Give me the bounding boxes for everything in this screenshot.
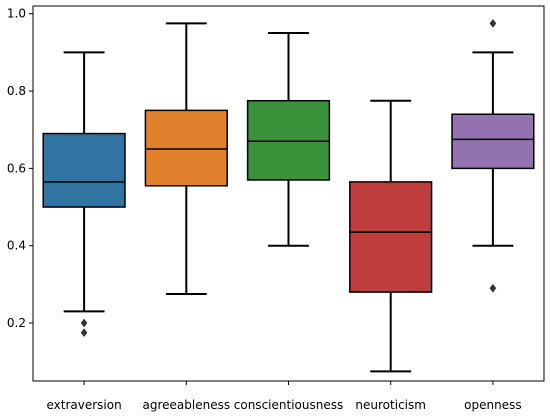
- boxes-layer: [42, 18, 535, 373]
- box-group-conscientiousness: [246, 32, 331, 247]
- box-group-openness: [451, 18, 535, 293]
- x-tick-label-extraversion: extraversion: [46, 398, 121, 412]
- outlier-extraversion-1: [80, 328, 88, 338]
- outlier-extraversion-0: [80, 318, 88, 328]
- box-group-agreeableness: [144, 22, 228, 296]
- y-tick-label-1: 0.4: [7, 239, 26, 253]
- box-group-neuroticism: [349, 99, 433, 373]
- y-tick-label-2: 0.6: [7, 161, 26, 175]
- y-axis: 0.2 0.4 0.6 0.8 1.0: [7, 7, 33, 330]
- x-axis: extraversion agreeableness conscientiousne…: [46, 381, 522, 412]
- box-agreeableness: [144, 109, 228, 187]
- box-conscientiousness: [246, 99, 331, 181]
- x-tick-label-neuroticism: neuroticism: [355, 398, 426, 412]
- outlier-openness-1: [489, 283, 497, 293]
- x-tick-label-conscientiousness: conscientiousness: [234, 398, 343, 412]
- y-tick-label-0: 0.2: [7, 316, 26, 330]
- box-openness: [451, 113, 535, 170]
- box-group-extraversion: [42, 51, 126, 338]
- y-tick-label-4: 1.0: [7, 7, 26, 21]
- box-extraversion: [42, 132, 126, 208]
- x-tick-label-agreeableness: agreeableness: [143, 398, 231, 412]
- box-neuroticism: [349, 181, 433, 293]
- plot-frame: [32, 5, 545, 382]
- outlier-openness-0: [489, 18, 497, 28]
- y-tick-label-3: 0.8: [7, 84, 26, 98]
- x-tick-label-openness: openness: [464, 398, 521, 412]
